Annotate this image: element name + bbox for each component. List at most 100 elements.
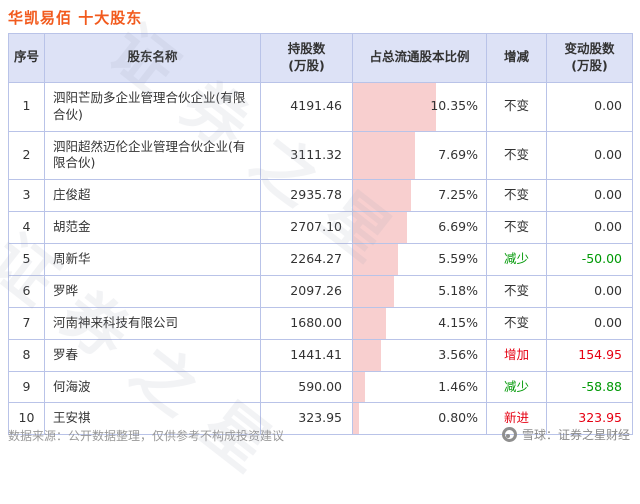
row-pct: 1.46%	[438, 378, 478, 394]
row-pct-cell: 1.46%	[352, 370, 487, 404]
row-pct: 7.69%	[438, 146, 478, 162]
pct-bar	[353, 307, 387, 339]
row-change: 不变	[486, 274, 547, 308]
pct-bar	[353, 131, 415, 180]
row-delta: 0.00	[546, 274, 633, 308]
row-change: 增加	[486, 338, 547, 372]
table-row: 10 王安祺 323.95 0.80% 新进 323.95	[8, 402, 633, 436]
row-pct: 5.59%	[438, 251, 478, 266]
row-no: 3	[8, 179, 45, 213]
pct-bar	[353, 82, 436, 131]
header-change: 增减	[486, 33, 547, 83]
xueqiu-logo-icon	[501, 427, 517, 442]
table-row: 2 泗阳超然迈伦企业管理合伙企业(有限合伙) 3111.32 7.69% 不变 …	[8, 130, 633, 181]
row-shares: 1441.41	[260, 338, 353, 372]
row-delta: 154.95	[546, 338, 633, 372]
header-no: 序号	[8, 33, 45, 83]
row-pct: 0.80%	[438, 410, 478, 426]
row-pct-cell: 4.15%	[352, 306, 487, 340]
pct-bar	[353, 339, 382, 371]
row-shares: 2264.27	[260, 243, 353, 276]
row-shares: 4191.46	[260, 81, 353, 132]
table-row: 8 罗春 1441.41 3.56% 增加 154.95	[8, 338, 633, 372]
row-no: 7	[8, 306, 45, 340]
row-pct: 6.69%	[438, 219, 478, 235]
row-pct-cell: 7.69%	[352, 130, 487, 181]
shareholder-table-body: 1 泗阳芒励多企业管理合伙企业(有限合伙) 4191.46 10.35% 不变 …	[8, 81, 633, 436]
row-name: 泗阳超然迈伦企业管理合伙企业(有限合伙)	[44, 130, 261, 181]
page-title: 华凯易佰 十大股东	[8, 9, 143, 27]
shareholder-table: 序号 股东名称 持股数 (万股) 占总流通股本比例 增减 变动股数 (万股) 1…	[8, 33, 633, 436]
table-row: 7 河南神来科技有限公司 1680.00 4.15% 不变 0.00	[8, 306, 633, 340]
data-source-note: 数据来源：公开数据整理，仅供参考不构成投资建议	[8, 429, 285, 443]
row-change: 新进	[486, 402, 547, 436]
row-change: 不变	[486, 81, 547, 132]
row-pct-cell: 5.59%	[352, 243, 487, 276]
pct-bar	[353, 371, 365, 403]
header-name: 股东名称	[44, 33, 261, 83]
row-name: 泗阳芒励多企业管理合伙企业(有限合伙)	[44, 81, 261, 132]
row-pct-cell: 10.35%	[352, 81, 487, 132]
brand-label: 雪球：证券之星财经	[521, 428, 630, 442]
row-no: 5	[8, 243, 45, 276]
row-pct-cell: 7.25%	[352, 179, 487, 213]
table-row: 9 何海波 590.00 1.46% 减少 -58.88	[8, 370, 633, 404]
row-name: 胡范金	[44, 211, 261, 244]
row-pct-cell: 6.69%	[352, 211, 487, 244]
row-name: 河南神来科技有限公司	[44, 306, 261, 340]
header-pct: 占总流通股本比例	[352, 33, 487, 83]
row-no: 1	[8, 81, 45, 132]
pct-bar	[353, 275, 395, 307]
row-pct: 7.25%	[438, 187, 478, 203]
row-change: 减少	[486, 370, 547, 404]
table-row: 3 庄俊超 2935.78 7.25% 不变 0.00	[8, 179, 633, 213]
shareholder-table-grid: 序号 股东名称 持股数 (万股) 占总流通股本比例 增减 变动股数 (万股) 1…	[8, 33, 633, 436]
row-pct: 10.35%	[430, 98, 478, 114]
row-change: 不变	[486, 306, 547, 340]
row-shares: 3111.32	[260, 130, 353, 181]
brand: 雪球：证券之星财经	[501, 426, 630, 443]
header-shares: 持股数 (万股)	[260, 33, 353, 83]
row-shares: 2935.78	[260, 179, 353, 213]
row-shares: 1680.00	[260, 306, 353, 340]
table-row: 4 胡范金 2707.10 6.69% 不变 0.00	[8, 211, 633, 244]
pct-bar	[353, 212, 407, 243]
row-shares: 2707.10	[260, 211, 353, 244]
row-shares: 590.00	[260, 370, 353, 404]
row-shares: 2097.26	[260, 274, 353, 308]
row-pct-cell: 3.56%	[352, 338, 487, 372]
row-delta: 0.00	[546, 81, 633, 132]
row-name: 周新华	[44, 243, 261, 276]
row-pct-cell: 0.80%	[352, 402, 487, 436]
table-row: 6 罗晔 2097.26 5.18% 不变 0.00	[8, 274, 633, 308]
row-name: 罗晔	[44, 274, 261, 308]
row-pct: 3.56%	[438, 346, 478, 362]
row-no: 2	[8, 130, 45, 181]
row-delta: 0.00	[546, 179, 633, 213]
row-delta: 0.00	[546, 211, 633, 244]
row-delta: 0.00	[546, 306, 633, 340]
row-name: 罗春	[44, 338, 261, 372]
row-no: 8	[8, 338, 45, 372]
row-no: 4	[8, 211, 45, 244]
footer: 数据来源：公开数据整理，仅供参考不构成投资建议 雪球：证券之星财经	[0, 426, 640, 444]
table-row: 1 泗阳芒励多企业管理合伙企业(有限合伙) 4191.46 10.35% 不变 …	[8, 81, 633, 132]
table-row: 5 周新华 2264.27 5.59% 减少 -50.00	[8, 243, 633, 276]
row-no: 6	[8, 274, 45, 308]
pct-bar	[353, 244, 398, 275]
row-name: 何海波	[44, 370, 261, 404]
row-pct-cell: 5.18%	[352, 274, 487, 308]
row-name: 庄俊超	[44, 179, 261, 213]
row-delta: -58.88	[546, 370, 633, 404]
row-change: 不变	[486, 211, 547, 244]
table-header: 序号 股东名称 持股数 (万股) 占总流通股本比例 增减 变动股数 (万股)	[8, 33, 633, 83]
pct-bar	[353, 403, 360, 435]
row-delta: -50.00	[546, 243, 633, 276]
row-change: 不变	[486, 179, 547, 213]
row-no: 10	[8, 402, 45, 436]
header-delta: 变动股数 (万股)	[546, 33, 633, 83]
row-pct: 5.18%	[438, 282, 478, 298]
row-pct: 4.15%	[438, 314, 478, 330]
row-change: 减少	[486, 243, 547, 276]
row-delta: 323.95	[546, 402, 633, 436]
